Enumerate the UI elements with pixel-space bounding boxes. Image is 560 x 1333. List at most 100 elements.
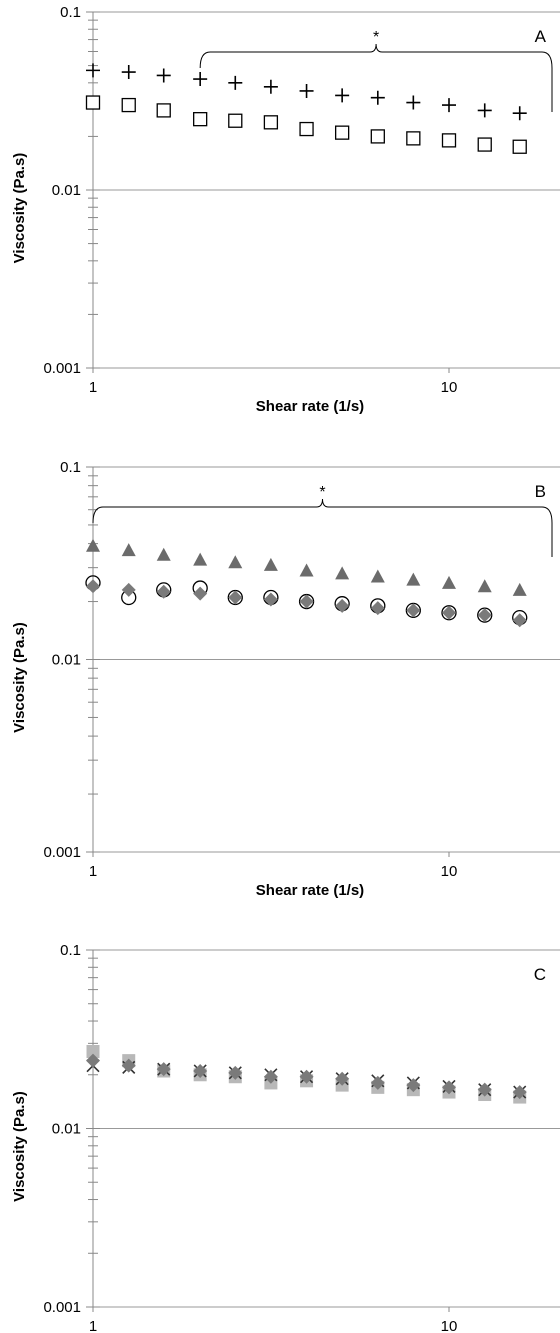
data-point-filled-diamond bbox=[228, 1065, 243, 1080]
panel-letter: A bbox=[535, 27, 547, 46]
data-point-filled-diamond bbox=[477, 608, 492, 623]
y-tick-label: 0.1 bbox=[60, 4, 81, 21]
series-plus bbox=[86, 63, 527, 121]
data-point-filled-diamond bbox=[299, 594, 314, 609]
data-point-open-square bbox=[370, 129, 385, 144]
significance-bracket bbox=[199, 43, 553, 112]
data-point-plus bbox=[121, 65, 136, 80]
data-point-filled-triangle bbox=[228, 555, 243, 569]
y-tick-label: 0.1 bbox=[60, 942, 81, 959]
data-point-filled-diamond bbox=[406, 603, 421, 618]
data-point-filled-diamond bbox=[512, 1085, 527, 1100]
data-point-filled-diamond bbox=[442, 1080, 456, 1095]
series-open-square bbox=[85, 95, 527, 154]
y-axis-title: Viscosity (Pa.s) bbox=[11, 1091, 28, 1202]
data-point-filled-triangle bbox=[406, 572, 421, 586]
data-point-plus bbox=[477, 103, 492, 118]
series-filled-triangle bbox=[86, 538, 527, 596]
y-tick-label: 0.01 bbox=[52, 182, 81, 199]
data-point-filled-square bbox=[86, 1045, 100, 1059]
y-tick-label: 0.1 bbox=[60, 459, 81, 476]
data-point-filled-diamond bbox=[156, 1062, 171, 1077]
data-point-open-square bbox=[406, 131, 421, 146]
data-point-open-square bbox=[193, 112, 208, 127]
x-tick-label: 10 bbox=[441, 863, 458, 880]
data-point-open-square bbox=[263, 115, 279, 130]
data-point-filled-diamond bbox=[299, 1069, 314, 1084]
y-tick-label: 0.001 bbox=[43, 844, 81, 861]
x-tick-label: 10 bbox=[441, 1318, 458, 1333]
y-tick-label: 0.001 bbox=[43, 1299, 81, 1316]
data-point-filled-triangle bbox=[156, 547, 171, 561]
data-point-filled-diamond bbox=[121, 582, 136, 597]
data-point-open-square bbox=[299, 121, 314, 137]
data-point-open-square bbox=[512, 139, 527, 154]
data-point-filled-triangle bbox=[299, 563, 314, 577]
data-point-plus bbox=[193, 72, 208, 87]
data-point-open-square bbox=[121, 97, 136, 113]
series-filled-diamond bbox=[86, 579, 527, 628]
data-point-filled-triangle bbox=[193, 552, 208, 566]
data-point-plus bbox=[370, 90, 385, 105]
data-point-filled-triangle bbox=[442, 575, 456, 589]
data-point-filled-diamond bbox=[121, 1058, 136, 1073]
data-point-filled-diamond bbox=[263, 1069, 278, 1084]
x-tick-label: 10 bbox=[441, 379, 458, 396]
panel-letter: B bbox=[535, 482, 546, 501]
data-point-open-square bbox=[156, 103, 171, 118]
y-tick-label: 0.01 bbox=[52, 1121, 81, 1138]
data-point-filled-triangle bbox=[86, 538, 100, 552]
data-point-plus bbox=[299, 83, 314, 98]
data-point-filled-triangle bbox=[477, 579, 492, 593]
x-axis-title: Shear rate (1/s) bbox=[256, 398, 364, 415]
data-point-filled-diamond bbox=[335, 598, 350, 613]
data-point-filled-diamond bbox=[335, 1071, 350, 1086]
data-point-plus bbox=[228, 75, 243, 90]
data-point-open-square bbox=[477, 137, 492, 152]
data-point-filled-triangle bbox=[370, 569, 385, 583]
series-filled-diamond bbox=[86, 1053, 527, 1100]
data-point-plus bbox=[442, 98, 456, 113]
y-tick-label: 0.001 bbox=[43, 360, 81, 377]
data-point-filled-diamond bbox=[86, 579, 100, 594]
data-point-plus bbox=[512, 106, 527, 121]
data-point-filled-diamond bbox=[512, 613, 527, 628]
data-point-filled-diamond bbox=[370, 601, 385, 616]
data-point-plus bbox=[263, 79, 278, 94]
data-point-filled-diamond bbox=[406, 1078, 421, 1093]
data-point-filled-diamond bbox=[156, 584, 171, 599]
y-tick-label: 0.01 bbox=[52, 652, 81, 669]
data-point-plus bbox=[86, 63, 100, 78]
x-axis-title: Shear rate (1/s) bbox=[256, 882, 364, 899]
data-point-filled-diamond bbox=[477, 1082, 492, 1097]
data-point-filled-diamond bbox=[193, 1063, 208, 1078]
x-tick-label: 1 bbox=[89, 1318, 97, 1333]
x-tick-label: 1 bbox=[89, 379, 97, 396]
data-point-filled-diamond bbox=[86, 1053, 100, 1068]
data-point-filled-triangle bbox=[263, 557, 278, 571]
data-point-filled-diamond bbox=[263, 592, 278, 607]
data-point-filled-diamond bbox=[193, 586, 208, 601]
significance-star: * bbox=[319, 484, 325, 501]
data-point-filled-triangle bbox=[335, 566, 350, 580]
data-point-plus bbox=[156, 68, 171, 83]
y-axis-title: Viscosity (Pa.s) bbox=[11, 153, 28, 264]
data-point-filled-diamond bbox=[370, 1075, 385, 1090]
data-point-filled-diamond bbox=[442, 605, 456, 620]
data-point-open-square bbox=[334, 125, 350, 140]
data-point-filled-diamond bbox=[228, 590, 243, 605]
data-point-plus bbox=[335, 88, 350, 103]
significance-bracket bbox=[92, 498, 553, 557]
y-axis-title: Viscosity (Pa.s) bbox=[11, 622, 28, 733]
panel-letter: C bbox=[534, 965, 546, 984]
x-tick-label: 1 bbox=[89, 863, 97, 880]
data-point-plus bbox=[406, 95, 421, 110]
data-point-open-square bbox=[85, 95, 101, 110]
data-point-open-square bbox=[441, 133, 457, 148]
data-point-open-square bbox=[228, 113, 243, 128]
data-point-filled-triangle bbox=[121, 543, 136, 557]
